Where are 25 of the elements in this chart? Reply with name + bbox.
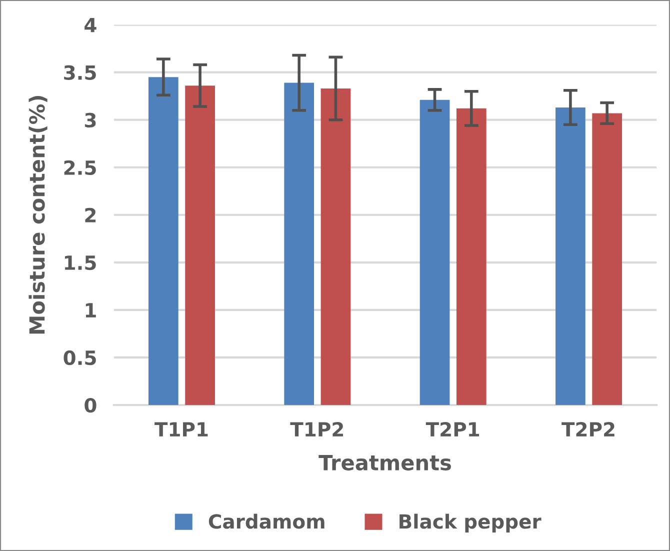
y-tick-label: 3.5: [64, 65, 96, 80]
y-tick-label: 0.5: [64, 350, 96, 366]
bar: [420, 100, 450, 405]
bar: [185, 86, 215, 405]
y-tick-label: 2.5: [64, 160, 96, 176]
x-tick-label: T2P2: [562, 422, 614, 436]
legend-label: Black pepper: [400, 514, 542, 533]
bar: [320, 88, 351, 405]
bar: [456, 108, 486, 405]
bar: [284, 82, 314, 405]
x-tick-label: T1P1: [154, 422, 208, 436]
bar: [148, 77, 178, 405]
y-axis-title: Moisture content(%): [28, 96, 48, 334]
y-tick-label: 0: [84, 398, 96, 413]
x-tick-label: T2P1: [426, 422, 480, 436]
x-axis-title: Treatments: [318, 455, 451, 470]
y-tick-label: 2: [85, 208, 96, 222]
x-tick-label: T1P2: [290, 422, 344, 436]
bar: [556, 107, 586, 405]
y-tick-label: 1.5: [64, 256, 96, 270]
y-tick-label: 1: [86, 303, 96, 318]
y-tick-label: 4: [84, 18, 96, 32]
legend-label: Cardamom: [208, 514, 324, 529]
y-tick-label: 3: [85, 112, 96, 128]
bar: [592, 113, 622, 405]
